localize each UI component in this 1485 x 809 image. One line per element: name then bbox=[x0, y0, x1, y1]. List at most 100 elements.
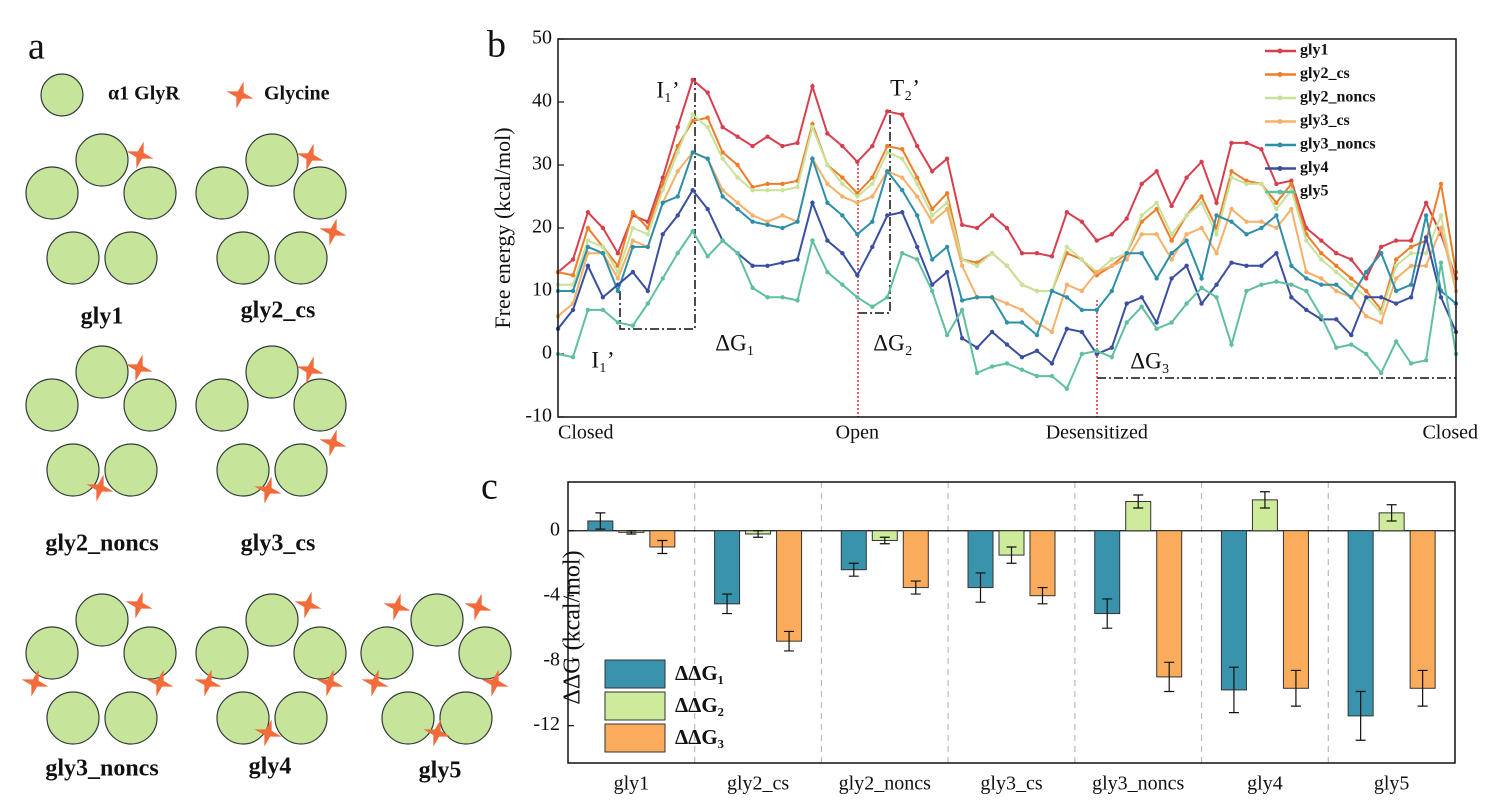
data-point bbox=[1423, 251, 1429, 256]
glycine-star bbox=[361, 669, 389, 697]
data-point bbox=[1079, 219, 1085, 224]
glycine-star bbox=[296, 356, 324, 384]
annotation: T₂’ bbox=[890, 75, 920, 100]
data-point bbox=[1199, 301, 1204, 306]
receptor-subunit bbox=[25, 626, 79, 680]
receptor-subunit bbox=[458, 626, 512, 680]
data-point bbox=[1289, 295, 1294, 300]
data-point bbox=[585, 210, 591, 215]
data-point bbox=[1154, 320, 1159, 325]
data-point bbox=[720, 238, 725, 243]
data-point bbox=[720, 156, 725, 161]
data-point bbox=[825, 200, 830, 205]
data-point bbox=[1154, 169, 1159, 174]
panel-label: a bbox=[28, 26, 45, 68]
legend-marker bbox=[1277, 95, 1283, 101]
receptor-subunit bbox=[195, 378, 249, 432]
data-point bbox=[1154, 232, 1159, 237]
plot-frame bbox=[557, 38, 1457, 418]
error-bar bbox=[1164, 661, 1175, 693]
data-point bbox=[1199, 225, 1204, 231]
data-point bbox=[1184, 175, 1189, 180]
data-point bbox=[1408, 361, 1414, 366]
data-point bbox=[974, 370, 980, 376]
data-point bbox=[765, 219, 770, 224]
data-point bbox=[900, 251, 905, 256]
data-point bbox=[765, 188, 770, 193]
data-point bbox=[645, 301, 650, 306]
data-point bbox=[1154, 276, 1159, 281]
data-point bbox=[1169, 257, 1174, 262]
data-point bbox=[855, 200, 860, 205]
data-point bbox=[1319, 282, 1324, 287]
data-point bbox=[1019, 367, 1025, 372]
data-point bbox=[1064, 244, 1070, 250]
data-point bbox=[1378, 370, 1384, 376]
x-tick-label: gly4 bbox=[1247, 773, 1283, 795]
legend-marker bbox=[1277, 142, 1283, 148]
data-point bbox=[1049, 373, 1055, 379]
x-tick-label: gly3_cs bbox=[980, 773, 1042, 795]
data-point bbox=[1184, 213, 1189, 218]
data-point bbox=[989, 329, 995, 335]
glycine-star bbox=[294, 591, 322, 619]
data-point bbox=[600, 295, 606, 300]
data-point bbox=[1319, 251, 1324, 256]
data-point bbox=[989, 364, 995, 369]
data-point bbox=[1034, 373, 1040, 379]
data-point bbox=[1378, 310, 1384, 316]
legend-label: ΔΔG₂ bbox=[675, 693, 724, 717]
error-bar bbox=[753, 530, 764, 538]
receptor-subunit bbox=[274, 691, 328, 745]
receptor-subunit bbox=[75, 593, 129, 647]
receptor-subunit bbox=[46, 231, 100, 285]
data-point bbox=[570, 273, 576, 278]
legend-label: gly4 bbox=[1300, 159, 1328, 176]
data-point bbox=[1154, 326, 1159, 331]
data-point bbox=[885, 295, 890, 300]
data-point bbox=[1244, 232, 1249, 237]
data-point bbox=[1378, 251, 1384, 256]
data-point bbox=[615, 320, 621, 325]
data-point bbox=[795, 257, 800, 262]
receptor-subunit bbox=[75, 345, 129, 399]
data-point bbox=[929, 288, 935, 294]
legend-label: gly1 bbox=[1300, 42, 1328, 59]
data-point bbox=[1274, 279, 1279, 284]
data-point bbox=[855, 159, 860, 165]
data-point bbox=[780, 143, 785, 149]
data-point bbox=[795, 140, 800, 146]
data-point bbox=[1094, 269, 1100, 275]
data-point bbox=[1109, 257, 1114, 262]
data-point bbox=[660, 200, 665, 205]
data-point bbox=[1019, 307, 1025, 313]
data-point bbox=[1393, 257, 1399, 262]
data-point bbox=[1139, 181, 1144, 187]
data-point bbox=[1064, 210, 1070, 215]
data-point bbox=[1169, 251, 1174, 256]
data-point bbox=[840, 194, 845, 199]
data-point bbox=[585, 225, 591, 231]
y-axis-title: ΔΔG (kcal/mol) bbox=[560, 550, 586, 704]
receptor-subunit bbox=[245, 345, 299, 399]
receptor-subunit bbox=[104, 231, 158, 285]
receptor-subunit bbox=[46, 443, 100, 497]
data-point bbox=[675, 150, 680, 155]
data-point bbox=[600, 225, 606, 231]
data-point bbox=[855, 194, 860, 199]
plot-frame bbox=[567, 481, 1456, 764]
data-point bbox=[840, 282, 845, 287]
data-point bbox=[1124, 320, 1129, 325]
data-point bbox=[1244, 140, 1249, 146]
receptor-subunit bbox=[195, 626, 249, 680]
configuration-label: gly2_noncs bbox=[45, 531, 158, 557]
data-point bbox=[810, 200, 815, 205]
error-bar bbox=[1102, 598, 1113, 629]
configuration-label: gly3_noncs bbox=[45, 756, 158, 782]
data-point bbox=[885, 109, 890, 114]
data-point bbox=[1019, 320, 1025, 325]
data-point bbox=[1034, 348, 1040, 354]
data-point bbox=[929, 219, 935, 224]
receptor-subunit bbox=[245, 593, 299, 647]
data-point bbox=[900, 175, 905, 180]
